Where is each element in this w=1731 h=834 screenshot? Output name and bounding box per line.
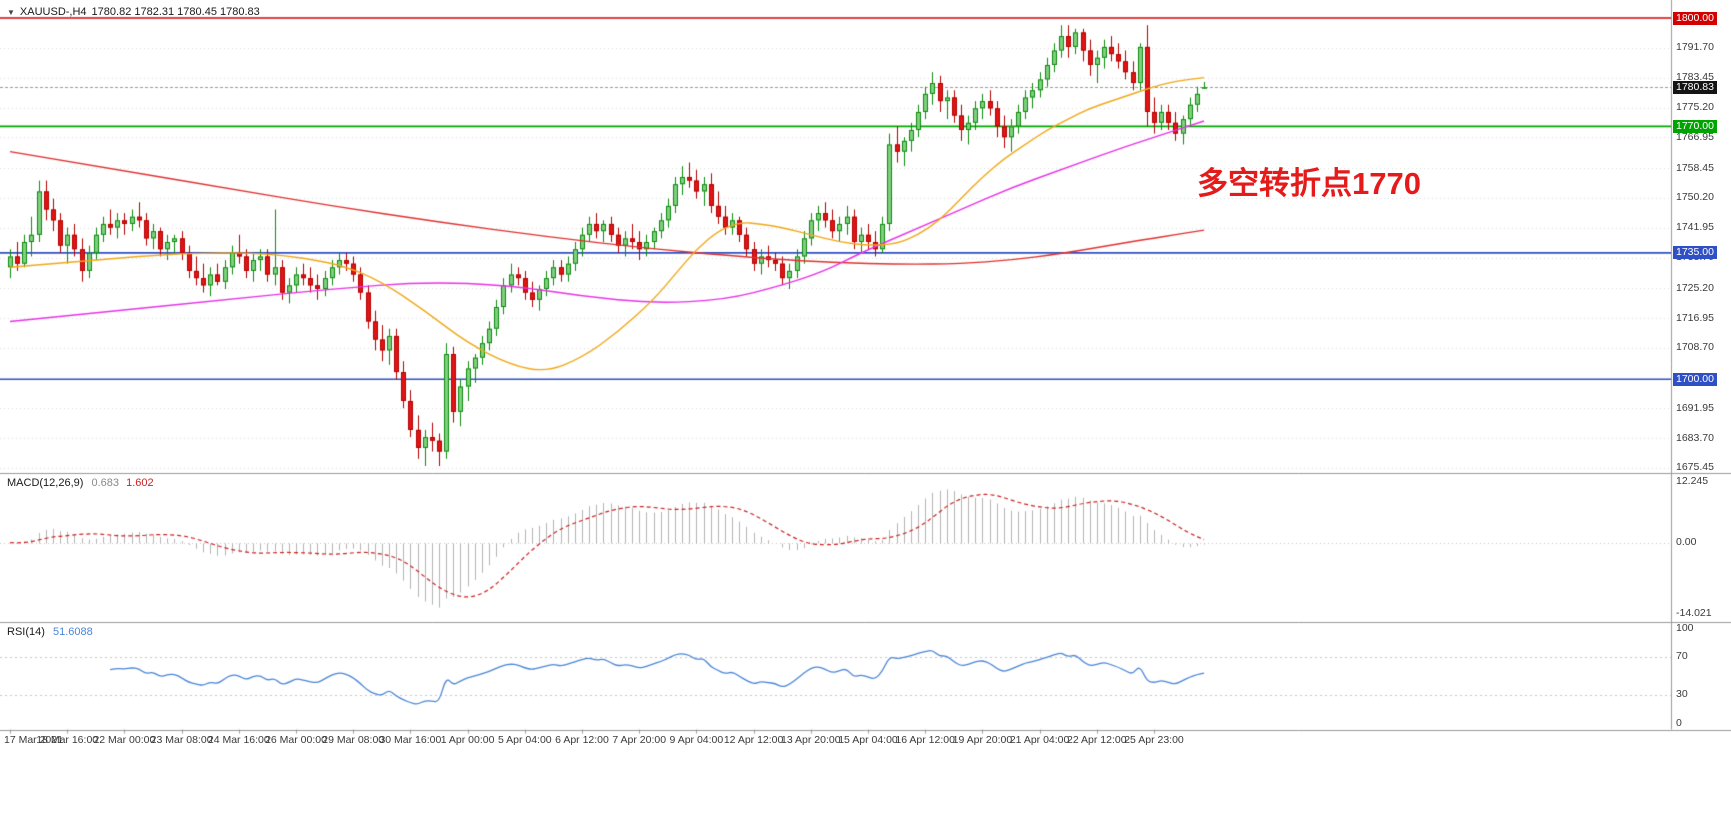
symbol-timeframe-label: XAUUSD-,H4	[19, 6, 87, 18]
symbol-info-bar: ▼ XAUUSD-,H4 1780.82 1782.31 1780.45 178…	[7, 6, 260, 18]
rsi-indicator-label: RSI(14)	[7, 626, 45, 638]
rsi-current-value: 51.6088	[52, 626, 93, 638]
macd-indicator-label: MACD(12,26,9)	[7, 477, 84, 489]
macd-main-value: 0.683	[91, 477, 120, 489]
symbol-dropdown-icon[interactable]: ▼	[7, 7, 15, 17]
macd-signal-value: 1.602	[126, 477, 154, 489]
chart-text-annotation[interactable]: 多空转折点1770	[1197, 166, 1421, 201]
symbol-ohlc-values: 1780.82 1782.31 1780.45 1780.83	[91, 6, 260, 18]
rsi-indicator-bar: RSI(14) 51.6088	[7, 626, 93, 638]
macd-indicator-bar: MACD(12,26,9) 0.683 1.602	[7, 477, 154, 489]
